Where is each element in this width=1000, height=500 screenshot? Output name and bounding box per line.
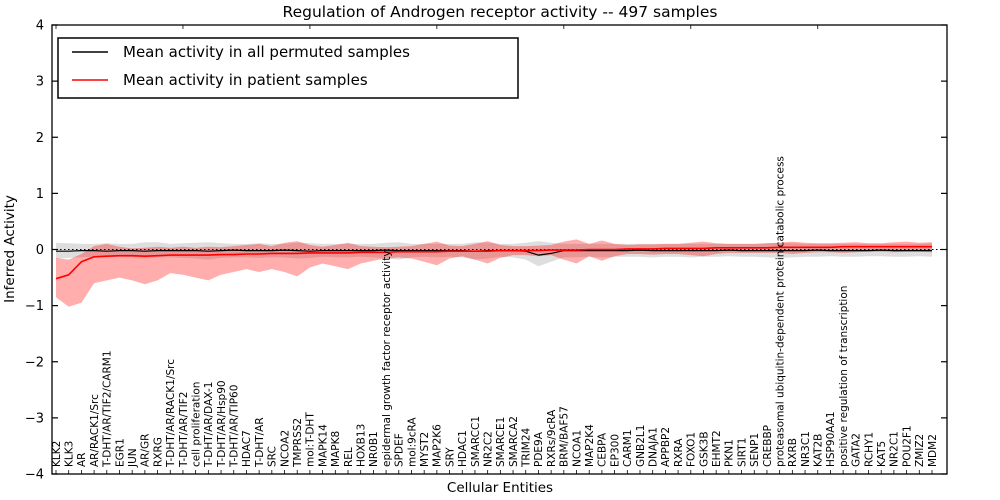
y-tick-label: −2	[25, 355, 44, 370]
x-tick-label: MAPK14	[317, 424, 329, 467]
x-tick-label: RXRG	[152, 437, 164, 467]
x-tick-label: TMPRSS2	[292, 418, 304, 468]
x-tick-label: mol:T-DHT	[305, 412, 317, 467]
x-tick-label: T-DHT/AR/TIF2/CARM1	[102, 350, 114, 468]
x-tick-label: AR/GR	[140, 434, 152, 467]
x-tick-label: NR3C1	[800, 431, 812, 467]
x-tick-label: HDAC7	[241, 430, 253, 467]
y-tick-label: 1	[36, 187, 44, 202]
y-tick-label: 0	[36, 243, 44, 258]
x-tick-label: NCOA2	[279, 430, 291, 467]
x-tick-label: NR2C2	[482, 431, 494, 467]
x-tick-label: T-DHT/AR	[254, 417, 266, 468]
x-tick-label: GATA2	[851, 433, 863, 467]
x-tick-label: RCHY1	[863, 432, 875, 467]
x-tick-label: GNB2L1	[635, 425, 647, 467]
x-tick-label: CEBPA	[597, 432, 609, 467]
x-tick-label: T-DHT/AR/DAX-1	[203, 382, 215, 468]
x-tick-label: KLK3	[63, 441, 75, 467]
x-tick-label: NR0B1	[368, 431, 380, 467]
x-tick-label: EP300	[609, 434, 621, 467]
x-tick-label: ZMIZ2	[914, 434, 926, 467]
x-tick-label: MAP2K4	[584, 424, 596, 467]
x-tick-label: CARM1	[622, 429, 634, 467]
y-tick-label: 3	[36, 75, 44, 90]
legend-box	[57, 37, 519, 99]
x-tick-label: PKN1	[724, 439, 736, 467]
x-tick-label: T-DHT/AR/TIP60	[229, 385, 241, 468]
x-tick-label: RXRA	[673, 438, 685, 467]
y-tick-label: −1	[25, 299, 44, 314]
x-tick-label: SMARCE1	[495, 417, 507, 467]
x-tick-label: RXRs/9cRA	[546, 409, 558, 467]
x-tick-label: epidermal growth factor receptor activit…	[381, 250, 393, 467]
x-tick-label: KLK2	[51, 441, 63, 467]
x-tick-label: EHMT2	[711, 430, 723, 467]
x-tick-label: SPDEF	[394, 433, 406, 467]
x-tick-label: SMARCA2	[508, 416, 520, 467]
x-tick-label: HSP90AA1	[825, 411, 837, 467]
x-tick-label: KAT5	[876, 441, 888, 467]
x-tick-label: PDE9A	[533, 431, 545, 467]
x-tick-label: JUN	[127, 448, 139, 468]
x-tick-label: SENP1	[749, 433, 761, 467]
legend: Mean activity in all permuted samples Me…	[57, 37, 519, 99]
y-tick-label: 2	[36, 131, 44, 146]
x-tick-label: mol:9cRA	[406, 417, 418, 467]
x-tick-label: POU2F1	[901, 425, 913, 467]
x-tick-label: cell proliferation	[190, 382, 202, 467]
x-tick-label: DNAJA1	[647, 427, 659, 467]
x-tick-label: MAPK8	[330, 431, 342, 467]
x-tick-label: NR2C1	[889, 431, 901, 467]
x-tick-label: MAP2K6	[432, 424, 444, 467]
x-tick-label: REL	[343, 447, 355, 467]
x-tick-label: T-DHT/AR/TIF2	[178, 392, 190, 468]
x-tick-label: TRIM24	[521, 427, 533, 468]
x-tick-label: BRM/BAF57	[559, 406, 571, 467]
y-tick-label: 4	[36, 19, 44, 34]
x-tick-label: T-DHT/AR/Hsp90	[216, 380, 228, 468]
y-axis-label: Inferred Activity	[2, 195, 18, 303]
legend-label-permuted: Mean activity in all permuted samples	[123, 43, 410, 61]
x-tick-label: HDAC1	[457, 430, 469, 467]
x-tick-label: SRC	[267, 446, 279, 467]
x-tick-label: proteasomal ubiquitin-dependent protein …	[774, 156, 786, 467]
x-tick-label: positive regulation of transcription	[838, 286, 850, 467]
chart-title: Regulation of Androgen receptor activity…	[283, 3, 718, 21]
y-tick-label: −3	[25, 411, 44, 426]
x-axis-label: Cellular Entities	[447, 480, 553, 496]
x-tick-label: T-DHT/AR/RACK1/Src	[165, 359, 177, 468]
x-tick-label: CREBBP	[762, 425, 774, 467]
x-tick-label: AR	[76, 453, 88, 467]
legend-label-patient: Mean activity in patient samples	[123, 71, 368, 89]
x-tick-label: EGR1	[114, 438, 126, 467]
x-tick-label: MYST2	[419, 432, 431, 467]
patient-band	[56, 239, 932, 307]
x-tick-label: HOXB13	[355, 424, 367, 467]
x-tick-label: SRY	[444, 447, 456, 467]
x-tick-label: SIRT1	[736, 438, 748, 467]
x-tick-label: KAT2B	[813, 434, 825, 467]
patient-mean-line	[55, 245, 932, 280]
x-tick-label: APPBP2	[660, 427, 672, 467]
y-tick-label: −4	[25, 468, 44, 483]
x-tick-label: MDM2	[927, 434, 939, 467]
x-tick-label: GSK3B	[698, 431, 710, 467]
x-tick-label: AR/RACK1/Src	[89, 394, 101, 467]
axes-frame	[51, 24, 948, 475]
x-tick-label: NCOA1	[571, 430, 583, 467]
x-tick-label: FOXO1	[686, 432, 698, 467]
x-tick-label: SMARCC1	[470, 416, 482, 467]
x-tick-label: RXRB	[787, 438, 799, 467]
